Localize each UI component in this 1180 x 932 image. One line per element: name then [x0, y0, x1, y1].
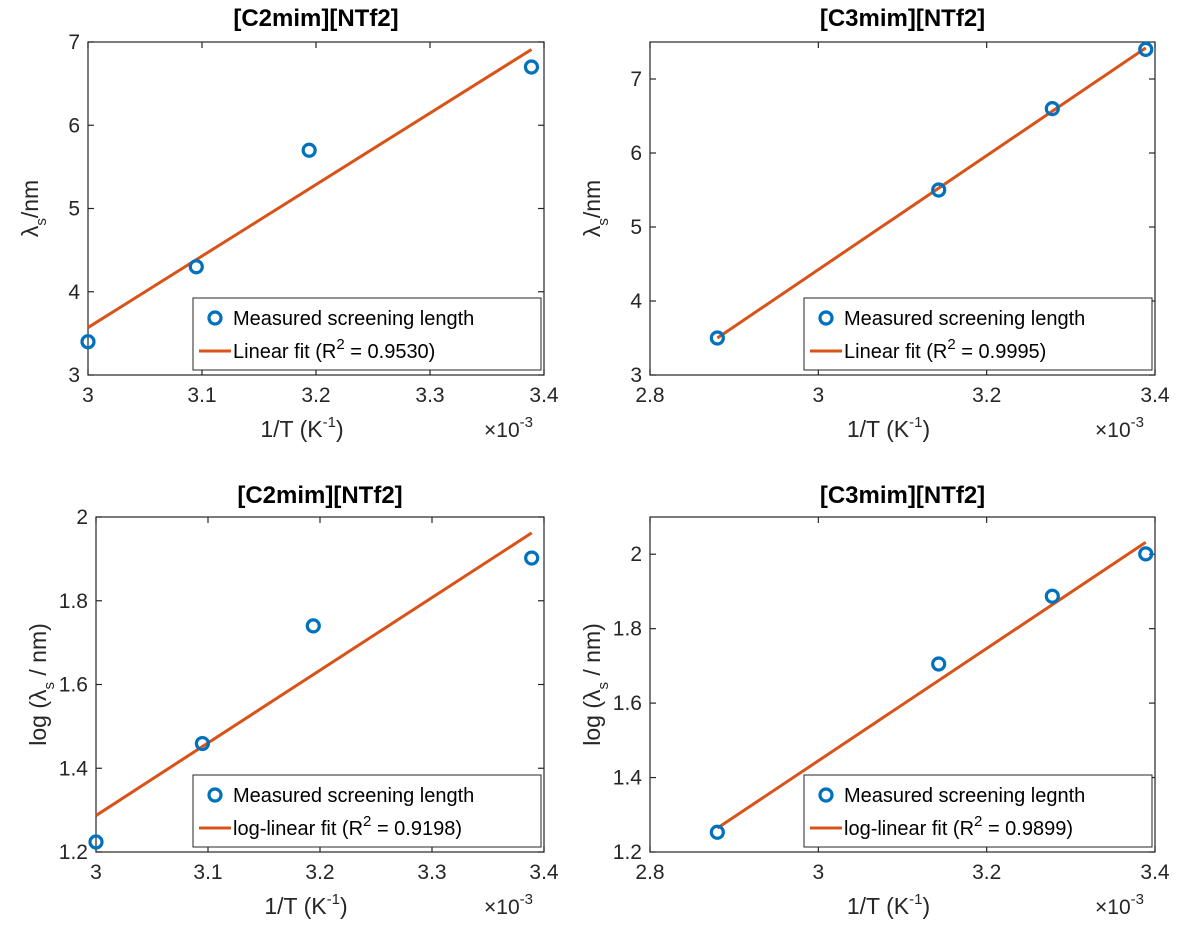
x-tick-label: 3 — [82, 384, 94, 407]
x-axis-label: 1/T (K-1) — [260, 414, 343, 442]
x-tick-label: 3.4 — [1140, 861, 1170, 884]
y-tick-label: 2 — [630, 543, 642, 566]
y-tick-label: 1.4 — [59, 757, 89, 780]
x-tick-label: 3.4 — [529, 384, 559, 407]
x-tick-label: 2.8 — [635, 384, 664, 407]
y-tick-label: 6 — [630, 142, 642, 165]
x-axis-label: 1/T (K-1) — [847, 891, 930, 919]
x-axis-exponent: ×10-3 — [484, 891, 533, 919]
legend: Measured screening length Linear fit (R2 … — [193, 298, 541, 370]
y-axis-label: log (λs / nm) — [579, 623, 612, 746]
data-point — [526, 552, 538, 564]
x-tick-label: 3.4 — [529, 861, 559, 884]
x-tick-label: 3 — [812, 384, 824, 407]
chart-title: [C2mim][NTf2] — [233, 5, 398, 32]
legend-label-points: Measured screening length — [844, 308, 1085, 330]
y-tick-label: 1.8 — [613, 618, 642, 641]
legend: Measured screening legnth log-linear fit … — [804, 775, 1152, 847]
y-tick-label: 2 — [76, 506, 88, 529]
x-tick-label: 2.8 — [635, 861, 664, 884]
y-tick-label: 3 — [68, 364, 80, 387]
chart-title: [C3mim][NTf2] — [820, 5, 985, 32]
y-axis-label: λs/nm — [579, 180, 612, 237]
data-point — [933, 658, 945, 670]
y-tick-label: 1.2 — [613, 841, 642, 864]
x-tick-label: 3.2 — [972, 861, 1001, 884]
x-tick-label: 3.1 — [187, 384, 216, 407]
x-tick-label: 3 — [90, 861, 102, 884]
y-tick-label: 3 — [630, 364, 642, 387]
legend: Measured screening length Linear fit (R2 … — [804, 298, 1152, 370]
y-tick-label: 6 — [68, 114, 80, 137]
y-tick-label: 4 — [68, 281, 80, 304]
data-point — [1046, 590, 1058, 602]
legend-label-fit: log-linear fit (R2 = 0.9198) — [233, 813, 462, 840]
legend-label-fit: log-linear fit (R2 = 0.9899) — [844, 813, 1073, 840]
fit-line — [88, 49, 531, 327]
y-tick-label: 1.6 — [613, 692, 642, 715]
data-point — [525, 61, 537, 73]
chart-panel-3: [C2mim][NTf2] 3 3.1 3.2 3.3 3.4 1.2 1.4 1.6 1.8 2 1… — [25, 482, 559, 919]
fit-line — [96, 533, 532, 816]
legend-label-points: Measured screening length — [233, 308, 474, 330]
chart-panel-4: [C3mim][NTf2] 2.8 3 3.2 3.4 1.2 1.4 1.6 1.8 2 1/T … — [579, 482, 1170, 919]
data-point — [303, 144, 315, 156]
y-axis-label: log (λs / nm) — [25, 623, 58, 746]
x-tick-label: 3.2 — [972, 384, 1001, 407]
legend: Measured screening length log-linear fit … — [193, 775, 541, 847]
x-axis-exponent: ×10-3 — [1095, 891, 1144, 919]
x-tick-label: 3.4 — [1140, 384, 1170, 407]
y-tick-label: 7 — [68, 31, 80, 54]
x-axis-label: 1/T (K-1) — [847, 414, 930, 442]
y-tick-label: 1.4 — [613, 767, 643, 790]
chart-panel-1: [C2mim][NTf2] 3 3.1 3.2 3.3 3.4 3 4 5 6 7 1/T (K-1)… — [17, 5, 559, 442]
y-axis-label: λs/nm — [17, 180, 50, 237]
legend-label-fit: Linear fit (R2 = 0.9530) — [233, 336, 435, 363]
x-axis-exponent: ×10-3 — [1095, 414, 1144, 442]
x-tick-label: 3.2 — [301, 384, 330, 407]
x-axis-label: 1/T (K-1) — [264, 891, 347, 919]
y-tick-label: 1.6 — [59, 674, 88, 697]
data-point — [307, 620, 319, 632]
x-axis-exponent: ×10-3 — [484, 414, 533, 442]
x-tick-label: 3.3 — [417, 861, 446, 884]
x-tick-label: 3.3 — [415, 384, 444, 407]
data-point — [190, 261, 202, 273]
chart-title: [C3mim][NTf2] — [820, 482, 985, 509]
legend-label-points: Measured screening legnth — [844, 785, 1085, 807]
y-tick-label: 4 — [630, 290, 642, 313]
y-tick-label: 5 — [68, 198, 80, 221]
y-tick-label: 1.2 — [59, 841, 88, 864]
x-tick-label: 3.1 — [193, 861, 222, 884]
y-tick-label: 7 — [630, 68, 642, 91]
chart-title: [C2mim][NTf2] — [237, 482, 402, 509]
x-tick-label: 3.2 — [305, 861, 334, 884]
legend-label-fit: Linear fit (R2 = 0.9995) — [844, 336, 1046, 363]
x-tick-label: 3 — [812, 861, 824, 884]
fit-line — [717, 48, 1145, 338]
y-tick-label: 1.8 — [59, 590, 88, 613]
legend-label-points: Measured screening length — [233, 785, 474, 807]
y-tick-label: 5 — [630, 216, 642, 239]
